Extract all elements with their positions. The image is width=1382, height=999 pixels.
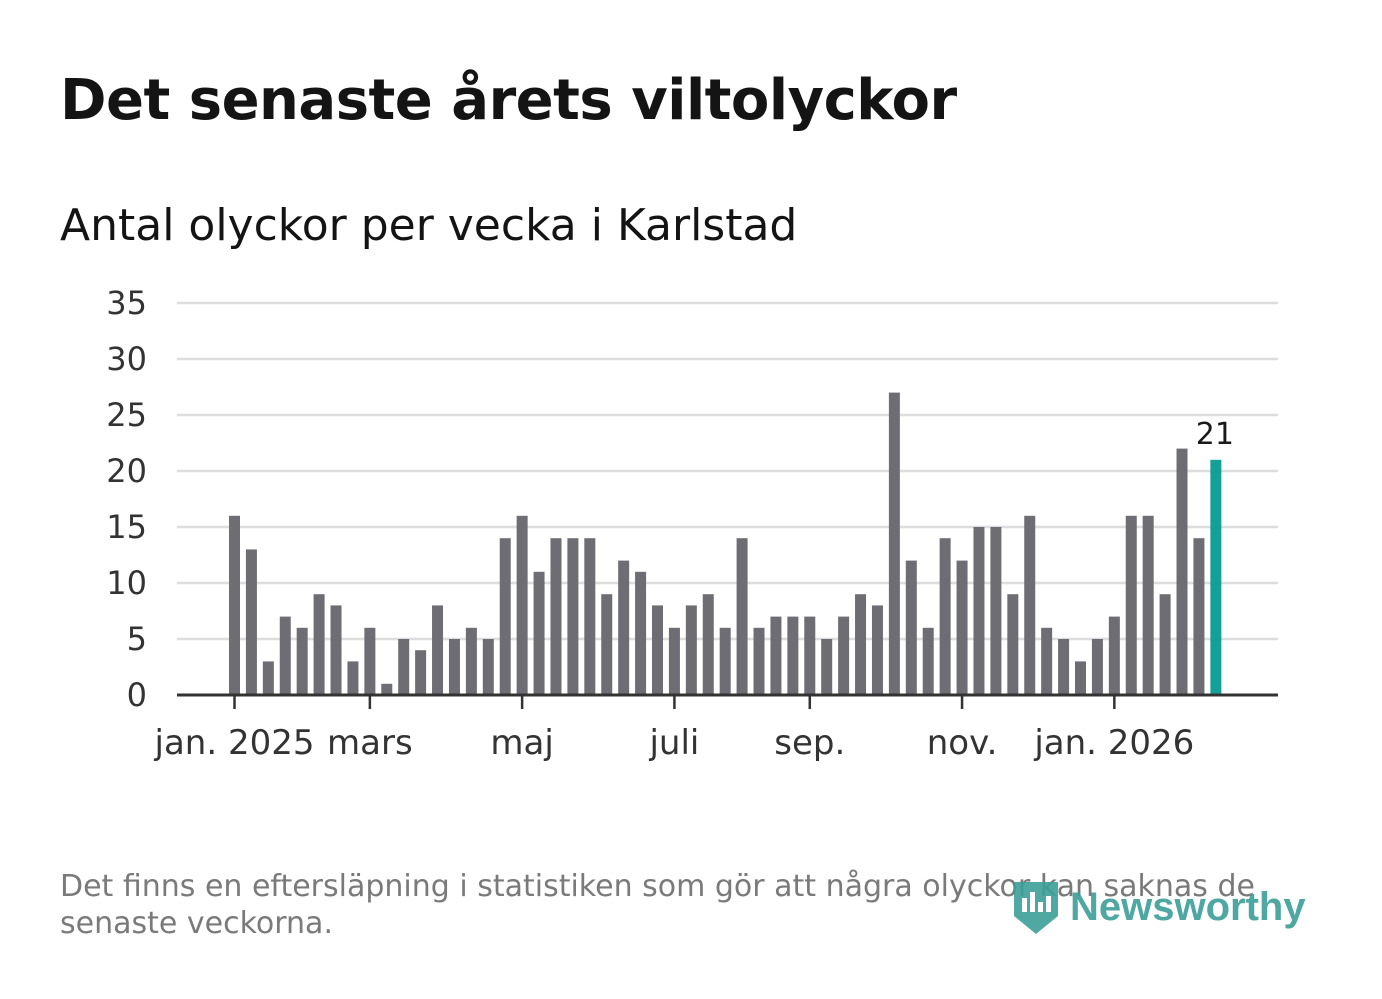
bar	[1024, 515, 1036, 695]
bars	[229, 392, 1222, 695]
bar	[296, 627, 308, 695]
bar	[1193, 538, 1205, 695]
bar	[736, 538, 748, 695]
bar	[787, 616, 799, 695]
bar	[381, 683, 393, 695]
bar	[804, 616, 816, 695]
y-tick-label: 20	[106, 452, 147, 490]
data-label-highlight: 21	[1196, 417, 1234, 452]
bar	[499, 538, 511, 695]
bar	[432, 605, 444, 695]
bar	[1075, 661, 1086, 695]
bar	[465, 627, 477, 695]
x-tick-label: jan. 2025	[154, 723, 315, 763]
bar	[770, 616, 782, 695]
bar	[347, 661, 359, 695]
bar	[939, 538, 951, 695]
bar-chart: 0 5 10 15 20 25 30 35 jan. 2025 mars maj juli sep. n…	[106, 284, 1278, 763]
bar	[1176, 448, 1188, 695]
newsworthy-logo-icon	[1014, 882, 1058, 934]
bar	[279, 616, 291, 695]
bar	[702, 594, 714, 695]
bar	[584, 538, 596, 695]
bar	[871, 605, 883, 695]
x-tick-label: sep.	[774, 723, 845, 763]
bar	[1058, 639, 1070, 695]
x-tick-label: maj	[490, 723, 553, 763]
bar	[516, 515, 528, 695]
bar	[821, 639, 833, 695]
y-tick-label: 25	[106, 396, 147, 434]
chart-subtitle: Antal olyckor per vecka i Karlstad	[60, 200, 798, 251]
bar	[1142, 515, 1154, 695]
bar	[229, 515, 240, 695]
bar	[364, 627, 376, 695]
brand-name: Newsworthy	[1070, 884, 1306, 929]
bar	[888, 392, 900, 695]
brand-logo: Newsworthy	[1010, 876, 1306, 938]
bar	[635, 571, 647, 695]
gridlines	[177, 301, 1278, 641]
x-tick-label: nov.	[927, 723, 998, 763]
bar	[550, 538, 562, 695]
x-axis-ticks: jan. 2025 mars maj juli sep. nov. jan. 2026	[154, 695, 1194, 763]
bar	[313, 594, 325, 695]
y-tick-label: 15	[106, 508, 147, 546]
bar	[956, 560, 968, 695]
bar	[719, 627, 731, 695]
bar	[567, 538, 579, 695]
bar	[1108, 616, 1120, 695]
data-labels: 21	[1196, 417, 1234, 452]
bar	[448, 639, 460, 695]
bar	[905, 560, 917, 695]
bar-highlight	[1210, 459, 1222, 695]
bar	[973, 527, 985, 695]
bar	[1007, 594, 1019, 695]
x-tick-label: mars	[327, 723, 413, 763]
bar	[1125, 515, 1137, 695]
bar	[668, 627, 680, 695]
bar	[415, 650, 427, 695]
bar	[482, 639, 494, 695]
y-tick-label: 35	[106, 284, 147, 322]
bar	[398, 639, 410, 695]
bar	[1041, 627, 1053, 695]
bar	[685, 605, 697, 695]
bar	[601, 594, 613, 695]
chart-title: Det senaste årets viltolyckor	[60, 68, 957, 133]
bar	[922, 627, 934, 695]
x-tick-label: jan. 2026	[1033, 723, 1194, 763]
bar	[245, 549, 257, 695]
bar	[262, 661, 274, 695]
bar	[652, 605, 663, 695]
bar	[855, 594, 867, 695]
bar	[1159, 594, 1171, 695]
bar	[838, 616, 850, 695]
bar	[753, 627, 765, 695]
bar	[990, 527, 1002, 695]
y-tick-label: 30	[106, 340, 147, 378]
y-tick-label: 10	[106, 564, 147, 602]
y-tick-label: 0	[127, 676, 147, 714]
bar	[1091, 639, 1103, 695]
bar	[618, 560, 630, 695]
y-tick-label: 5	[127, 620, 147, 658]
bar	[533, 571, 545, 695]
y-axis-ticks: 0 5 10 15 20 25 30 35	[106, 284, 147, 714]
x-tick-label: juli	[648, 723, 699, 763]
bar	[330, 605, 342, 695]
